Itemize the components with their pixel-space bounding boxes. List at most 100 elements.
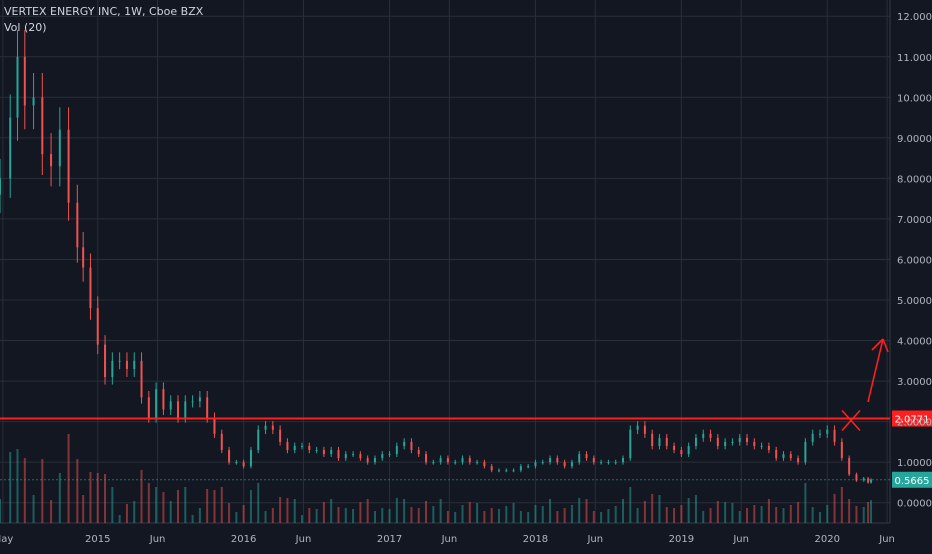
candle-body [636,425,639,430]
candle-body [818,433,821,435]
volume-bar [23,458,26,523]
candle-body [286,441,289,451]
y-tick-label: 12.0000 [897,12,932,23]
volume-bar [702,511,705,523]
candle-body [694,437,697,446]
volume-bar [242,505,245,523]
volume-bar [359,502,362,523]
candle-body [746,437,749,442]
volume-bar [549,499,552,523]
candle-body [483,462,486,467]
volume-bar [96,473,99,523]
volume-bar [41,459,44,523]
volume-bar [140,470,143,523]
candle-body [687,445,690,455]
volume-bar [257,483,260,523]
candle-body [797,458,800,463]
volume-bar [279,497,282,523]
candle-body [738,437,741,442]
candle-body [848,458,851,475]
volume-bar [16,449,19,523]
volume-bar [867,502,870,523]
volume-indicator-label: Vol (20) [4,21,47,34]
volume-bar [388,509,391,523]
volume-bar [330,499,333,523]
volume-bar [468,502,471,523]
volume-bar [782,508,785,523]
last-price-label: 0.5665 [895,476,930,487]
candle-body [840,441,843,459]
candle-body [330,450,333,455]
volume-bar [133,501,136,523]
candle-body [549,458,552,463]
candle-body [352,454,355,456]
volume-bar [519,511,522,523]
volume-bar [738,511,741,523]
volume-bar [563,508,566,523]
volume-bar [658,495,661,523]
candle-body [67,129,70,203]
candle-body [147,397,150,418]
volume-bar [687,498,690,523]
x-tick-label: Jun [878,534,895,545]
candle-body [782,454,785,459]
candle-body [855,474,858,481]
volume-bar [724,502,727,523]
resistance-price-label: 2.0771 [895,415,930,426]
volume-bar [607,509,610,523]
candle-body [804,441,807,463]
candle-body [58,129,61,167]
candle-body [570,462,573,467]
candle-body [585,454,588,459]
up-arrow-head [871,338,884,351]
candle-body [213,417,216,434]
volume-bar [82,495,85,523]
volume-bar [0,499,1,523]
volume-bar [191,515,194,523]
candle-body [366,458,369,463]
candle-body [497,470,500,472]
candle-body [177,401,179,418]
candle-body [527,466,530,468]
candle-body [461,458,464,463]
volume-bar [775,507,778,523]
y-tick-label: 4.0000 [897,337,932,348]
volume-bar [840,487,843,523]
volume-bar [490,508,493,523]
volume-bar [50,500,53,523]
candle-body [760,445,763,447]
candle-body [673,445,676,451]
candle-body [373,458,376,463]
candle-body [82,247,85,268]
candle-body [410,441,413,451]
volume-bar [848,499,851,523]
x-tick-label: 2016 [231,534,256,545]
y-tick-label: 10.0000 [897,93,932,104]
candle-body [512,470,515,472]
x-tick-label: 2015 [85,534,110,545]
volume-bar [67,434,70,523]
candle-body [388,454,391,456]
volume-bar [76,459,79,523]
x-tick-label: 2017 [377,534,402,545]
candle-body [111,360,114,378]
y-tick-label: 5.0000 [897,296,932,307]
volume-bar [636,508,639,523]
candle-body [198,397,201,402]
candle-body [833,429,836,442]
volume-bar [162,492,165,523]
volume-bar [125,504,128,523]
y-tick-label: 8.0000 [897,174,932,185]
volume-bar [177,490,179,523]
y-tick-label: 2.0000 [897,418,932,429]
volume-bar [352,509,355,523]
volume-bar [709,508,712,523]
candle-body [592,458,595,463]
candle-body [104,344,107,378]
volume-bar [753,505,756,523]
candle-body [665,437,668,446]
candle-body [249,450,252,467]
